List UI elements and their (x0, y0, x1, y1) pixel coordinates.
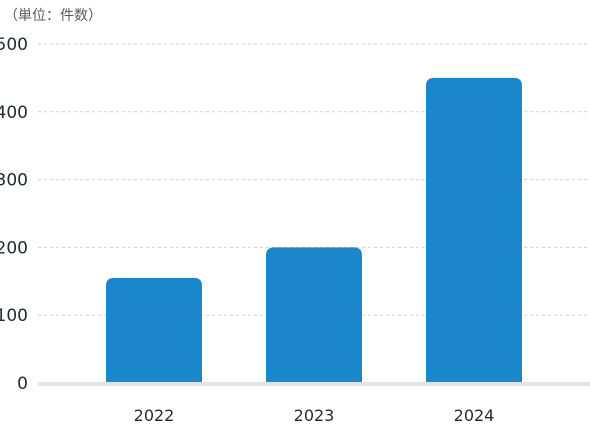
y-tick-label: 200 (0, 238, 28, 258)
bar-2022 (106, 277, 202, 383)
x-tick-label: 2022 (134, 406, 175, 425)
y-axis-ticks: 0 100 200 300 400 500 (0, 35, 28, 394)
x-axis-ticks: 2022 2023 2024 (134, 406, 495, 425)
y-tick-label: 300 (0, 171, 28, 191)
y-tick-label: 400 (0, 103, 28, 123)
y-tick-label: 0 (17, 374, 28, 394)
x-tick-label: 2024 (454, 406, 495, 425)
y-tick-label: 500 (0, 35, 28, 55)
bar-2023 (266, 247, 362, 383)
bar-2024 (426, 77, 522, 384)
x-axis-baseline (38, 382, 590, 386)
y-tick-label: 100 (0, 306, 28, 326)
x-tick-label: 2023 (294, 406, 335, 425)
unit-label: （単位：件数） (4, 8, 102, 24)
bars (106, 77, 522, 384)
